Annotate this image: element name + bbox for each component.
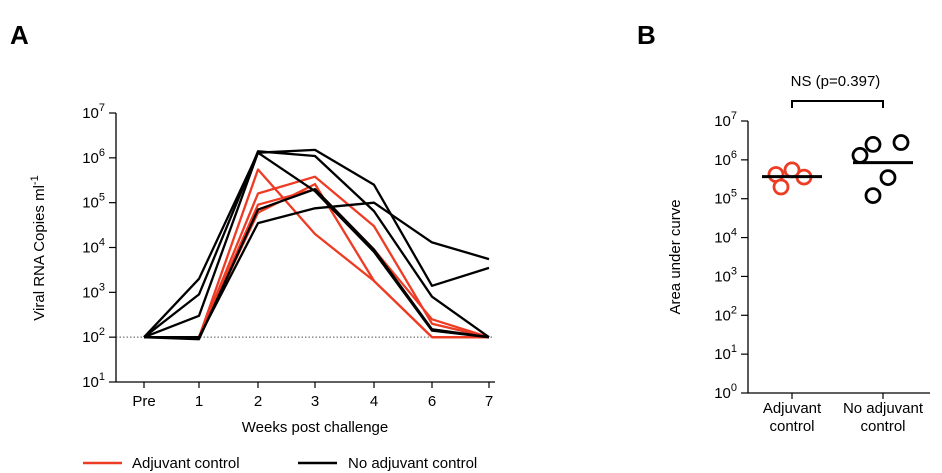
y-tick-label: 101	[714, 343, 737, 363]
series-line-no-adjuvant-control	[143, 148, 490, 338]
x-tick-label: 1	[195, 393, 203, 410]
y-tick-label: 103	[82, 281, 105, 301]
significance-bracket	[791, 100, 884, 108]
y-tick-label: 103	[714, 265, 737, 285]
x-tick-label: control	[769, 418, 814, 435]
legend-label-adjuvant-control: Adjuvant control	[132, 455, 240, 472]
data-point-no-adjuvant-control	[892, 134, 910, 151]
data-point-no-adjuvant-control	[864, 135, 882, 153]
y-tick-label: 104	[82, 237, 105, 257]
y-axis-title: Area under curve	[667, 199, 684, 314]
data-point-no-adjuvant-control	[851, 146, 869, 164]
series-line-no-adjuvant-control	[144, 201, 490, 339]
y-tick-label: 102	[82, 326, 105, 346]
data-point-no-adjuvant-control	[864, 187, 882, 205]
y-tick-label: 105	[714, 188, 737, 208]
y-axis-title: Viral RNA Copies ml-1	[29, 175, 48, 320]
series-line-no-adjuvant-control	[143, 188, 490, 341]
panel-a-letter: A	[10, 20, 29, 50]
data-point-no-adjuvant-control	[879, 169, 897, 187]
x-tick-label: 3	[311, 393, 319, 410]
legend: Adjuvant control No adjuvant control	[83, 455, 477, 472]
panel-b-scatter-chart: 100101102103104105106107AdjuvantcontrolN…	[667, 73, 930, 435]
x-tick-label: 7	[485, 393, 493, 410]
panel-b-letter: B	[637, 20, 656, 50]
y-tick-label: 102	[714, 304, 737, 324]
x-tick-label: 4	[370, 393, 378, 410]
series-line-no-adjuvant-control	[143, 151, 490, 339]
significance-label: NS (p=0.397)	[791, 73, 881, 90]
series-line-no-adjuvant-control	[143, 150, 490, 339]
x-tick-label: 6	[428, 393, 436, 410]
y-tick-label: 100	[714, 382, 737, 402]
legend-label-no-adjuvant-control: No adjuvant control	[348, 455, 477, 472]
series-line-adjuvant-control	[144, 188, 490, 339]
x-axis-title: Weeks post challenge	[242, 419, 388, 436]
x-tick-label: control	[860, 418, 905, 435]
y-tick-label: 104	[714, 227, 737, 247]
x-tick-label: Pre	[132, 393, 155, 410]
y-tick-label: 101	[82, 371, 105, 391]
y-tick-label: 106	[82, 147, 105, 167]
series-line-adjuvant-control	[144, 168, 489, 339]
data-point-adjuvant-control	[772, 178, 790, 196]
y-tick-label: 107	[82, 102, 105, 122]
x-tick-label: Adjuvant	[763, 400, 822, 417]
x-tick-label: No adjuvant	[843, 400, 924, 417]
y-tick-label: 105	[82, 192, 105, 212]
panel-a-line-chart: 101 102 103 104 105 106 107 Pre 1 2 3 4 6 7 Weeks post…	[29, 102, 495, 436]
y-tick-label: 106	[714, 149, 737, 169]
series-line-adjuvant-control	[144, 175, 490, 339]
y-tick-label: 107	[714, 110, 737, 130]
x-tick-label: 2	[254, 393, 262, 410]
